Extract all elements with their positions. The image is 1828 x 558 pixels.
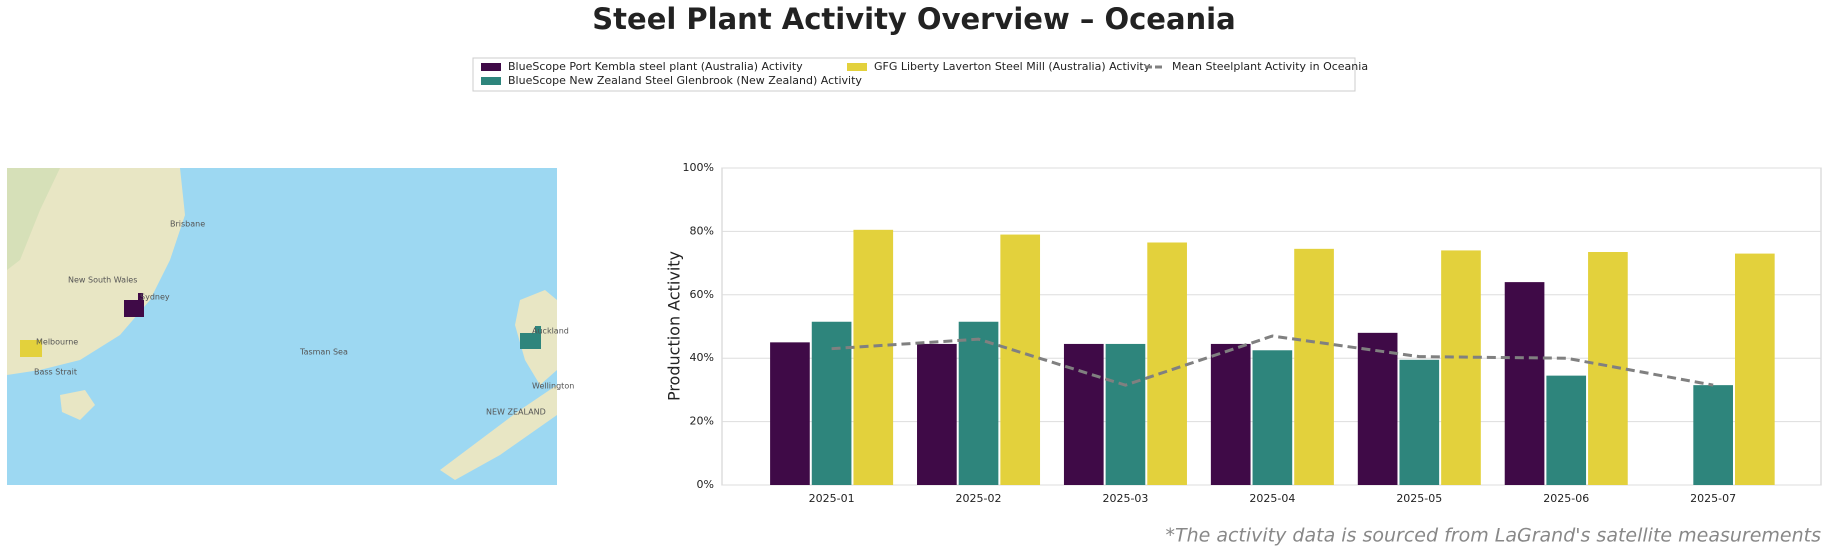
y-tick-label: 0% [697,478,714,491]
map-label: Wellington [532,382,574,391]
bar [811,321,852,485]
y-tick-label: 80% [690,224,714,237]
bar [853,229,894,485]
map-label: Bass Strait [34,368,77,377]
map-label: Melbourne [36,338,78,347]
bar [1734,253,1775,485]
bar [1063,343,1104,485]
bar [1693,385,1733,485]
legend-label: BlueScope New Zealand Steel Glenbrook (N… [508,74,862,87]
map-label: Brisbane [170,220,205,229]
bar [1294,248,1334,485]
map-label: New South Wales [68,276,137,285]
legend-swatch [847,63,867,71]
map-label: Sydney [140,293,170,302]
x-tick-label: 2025-02 [956,492,1002,505]
bar [1588,252,1628,485]
map-label: NEW ZEALAND [486,408,546,417]
x-tick-label: 2025-03 [1102,492,1148,505]
x-tick-label: 2025-04 [1249,492,1295,505]
legend-label: BlueScope Port Kembla steel plant (Austr… [508,60,803,73]
bar [1399,359,1440,485]
x-tick-label: 2025-05 [1396,492,1442,505]
y-tick-label: 100% [683,161,714,174]
map-label: Tasman Sea [299,348,348,357]
legend-box [472,57,1356,92]
bar [1105,343,1146,485]
bar [917,343,957,485]
y-axis-label: Production Activity [665,251,684,401]
x-tick-label: 2025-06 [1543,492,1589,505]
bar [1147,242,1187,485]
bar [1441,250,1481,485]
map [7,168,557,485]
y-tick-label: 20% [690,415,714,428]
map-label: Auckland [532,327,569,336]
bar [1210,343,1251,485]
legend-swatch [481,77,501,85]
x-tick-label: 2025-07 [1690,492,1736,505]
y-tick-label: 60% [690,288,714,301]
bar [1252,350,1293,485]
x-tick-label: 2025-01 [809,492,855,505]
chart-title: Steel Plant Activity Overview – Oceania [592,2,1235,36]
bar [1000,234,1041,485]
bar [1357,332,1398,485]
legend-swatch [481,63,501,71]
legend-label: Mean Steelplant Activity in Oceania [1172,60,1368,73]
legend-label: GFG Liberty Laverton Steel Mill (Austral… [874,60,1151,73]
y-tick-label: 40% [690,351,714,364]
footnote: *The activity data is sourced from LaGra… [1165,525,1821,547]
bar [1504,282,1545,485]
bar [770,342,810,485]
bar [958,321,999,485]
mean-line [831,334,1714,387]
bar [1546,375,1587,485]
